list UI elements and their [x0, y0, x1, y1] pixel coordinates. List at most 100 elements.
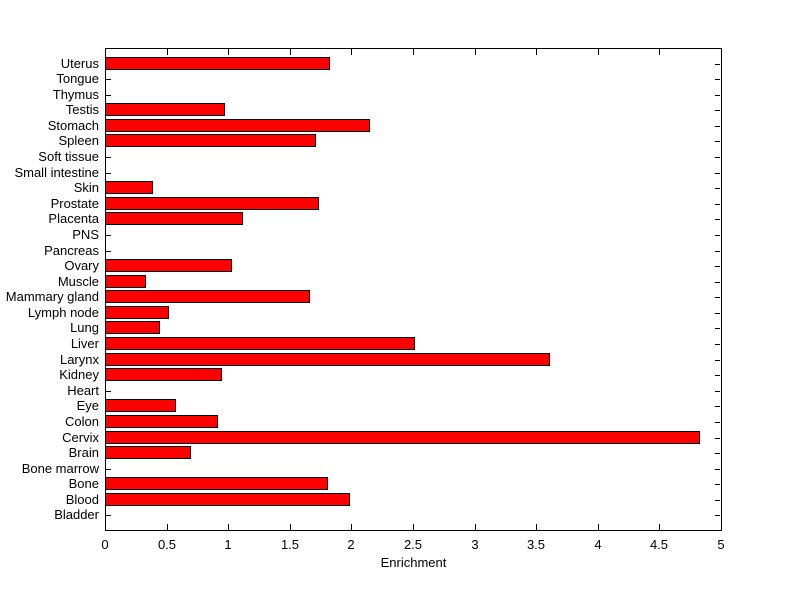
- y-tick-label: Lung: [70, 320, 99, 335]
- x-tick-label: 0: [101, 537, 109, 552]
- y-tick-mark-right: [715, 391, 720, 392]
- x-axis-title: Enrichment: [380, 555, 447, 570]
- y-tick-label: Bladder: [54, 507, 99, 522]
- y-tick-label: Prostate: [50, 196, 99, 211]
- x-tick-label: 1: [224, 537, 232, 552]
- y-tick-mark-right: [715, 79, 720, 80]
- x-tick-mark-bottom: [475, 524, 476, 530]
- y-tick-mark-right: [715, 297, 720, 298]
- y-tick-mark-right: [715, 484, 720, 485]
- y-tick-mark-right: [715, 375, 720, 376]
- y-tick-label: Stomach: [47, 118, 99, 133]
- bar: [105, 368, 222, 381]
- y-tick-mark-right: [715, 313, 720, 314]
- x-tick-mark-bottom: [228, 524, 229, 530]
- y-tick-label: Soft tissue: [38, 149, 99, 164]
- y-tick-label: Bone: [68, 476, 99, 491]
- y-tick-label: Heart: [67, 383, 99, 398]
- y-tick-label: Testis: [65, 102, 99, 117]
- y-tick-mark-right: [715, 515, 720, 516]
- x-tick-mark-top: [413, 49, 414, 55]
- bar: [105, 119, 370, 132]
- bar: [105, 399, 176, 412]
- y-tick-mark-left: [106, 95, 111, 96]
- y-tick-mark-right: [715, 235, 720, 236]
- y-tick-mark-right: [715, 422, 720, 423]
- y-tick-mark-right: [715, 266, 720, 267]
- y-tick-mark-right: [715, 438, 720, 439]
- x-tick-mark-bottom: [536, 524, 537, 530]
- y-tick-mark-left: [106, 391, 111, 392]
- y-tick-mark-left: [106, 469, 111, 470]
- y-tick-label: PNS: [72, 227, 99, 242]
- y-tick-mark-right: [715, 64, 720, 65]
- x-tick-mark-top: [290, 49, 291, 55]
- bar: [105, 493, 350, 506]
- y-tick-mark-right: [715, 173, 720, 174]
- y-tick-label: Blood: [65, 492, 99, 507]
- y-tick-mark-right: [715, 328, 720, 329]
- y-tick-label: Thymus: [52, 87, 99, 102]
- x-tick-mark-top: [351, 49, 352, 55]
- bar: [105, 431, 700, 444]
- y-tick-mark-left: [106, 235, 111, 236]
- x-tick-mark-top: [598, 49, 599, 55]
- bar: [105, 212, 243, 225]
- y-tick-mark-right: [715, 157, 720, 158]
- x-tick-mark-bottom: [721, 524, 722, 530]
- bar: [105, 134, 316, 147]
- bar: [105, 197, 319, 210]
- y-tick-mark-right: [715, 360, 720, 361]
- y-tick-mark-right: [715, 500, 720, 501]
- x-tick-mark-top: [167, 49, 168, 55]
- bar: [105, 353, 550, 366]
- x-tick-mark-bottom: [659, 524, 660, 530]
- y-tick-mark-left: [106, 515, 111, 516]
- x-tick-mark-bottom: [413, 524, 414, 530]
- x-tick-mark-bottom: [598, 524, 599, 530]
- y-tick-mark-left: [106, 251, 111, 252]
- bar: [105, 477, 328, 490]
- y-tick-mark-left: [106, 157, 111, 158]
- y-tick-label: Skin: [73, 180, 99, 195]
- y-tick-mark-right: [715, 204, 720, 205]
- x-tick-label: 1.5: [280, 537, 300, 552]
- bar: [105, 259, 232, 272]
- bar: [105, 181, 153, 194]
- y-tick-label: Cervix: [62, 430, 99, 445]
- y-tick-label: Liver: [70, 336, 99, 351]
- y-tick-mark-right: [715, 251, 720, 252]
- y-tick-mark-right: [715, 95, 720, 96]
- y-tick-label: Colon: [65, 414, 99, 429]
- bar: [105, 275, 146, 288]
- bar: [105, 103, 225, 116]
- y-tick-label: Kidney: [59, 367, 99, 382]
- x-tick-mark-bottom: [105, 524, 106, 530]
- y-tick-label: Lymph node: [27, 305, 99, 320]
- y-tick-label: Placenta: [48, 211, 99, 226]
- x-tick-label: 0.5: [157, 537, 177, 552]
- y-tick-label: Muscle: [57, 274, 99, 289]
- x-tick-label: 3.5: [526, 537, 546, 552]
- x-tick-mark-top: [721, 49, 722, 55]
- x-tick-mark-top: [659, 49, 660, 55]
- y-tick-mark-right: [715, 406, 720, 407]
- y-tick-mark-right: [715, 126, 720, 127]
- y-tick-mark-left: [106, 173, 111, 174]
- y-tick-label: Mammary gland: [5, 289, 99, 304]
- x-tick-mark-bottom: [167, 524, 168, 530]
- y-tick-label: Eye: [76, 398, 99, 413]
- bar: [105, 337, 415, 350]
- y-tick-label: Tongue: [56, 71, 99, 86]
- y-tick-label: Small intestine: [14, 165, 99, 180]
- x-tick-mark-bottom: [290, 524, 291, 530]
- x-tick-label: 3: [471, 537, 479, 552]
- y-tick-mark-right: [715, 344, 720, 345]
- y-tick-label: Spleen: [58, 133, 99, 148]
- bar: [105, 306, 169, 319]
- bar: [105, 415, 218, 428]
- x-tick-label: 2: [347, 537, 355, 552]
- x-tick-label: 2.5: [403, 537, 423, 552]
- y-tick-label: Larynx: [59, 352, 99, 367]
